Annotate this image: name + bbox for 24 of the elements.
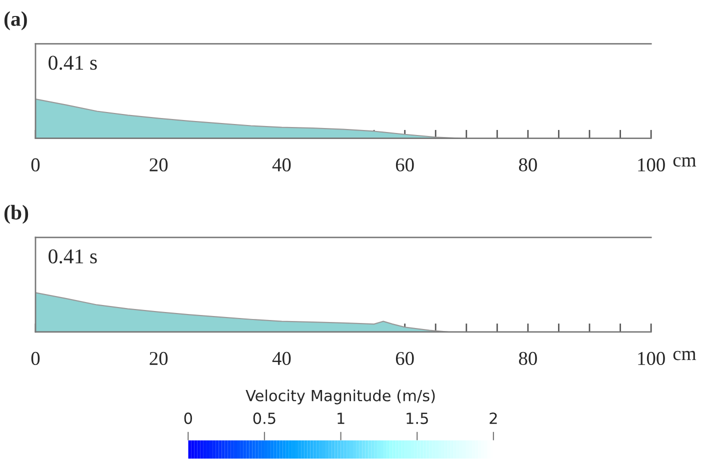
x-axis-title: cm [673, 157, 696, 167]
chart-title: (b) [4, 204, 28, 224]
x-tick-label: 100 [638, 352, 665, 366]
text: 0.41 s [48, 249, 97, 264]
text: 0.41 s [48, 56, 97, 70]
color-bar-label: 1.5 [406, 412, 428, 424]
color-bar-label: 1 [338, 412, 344, 424]
chart-title: (a) [4, 11, 27, 30]
x-tick-label: 20 [150, 352, 168, 366]
color-bar-label: 2 [490, 412, 497, 424]
x-tick-label: 80 [518, 158, 537, 172]
x-tick-label: 60 [396, 352, 414, 366]
x-tick-label: 40 [272, 352, 291, 366]
x-axis-title: cm [673, 350, 696, 360]
x-tick-label: 20 [150, 158, 168, 172]
color-bar-title: Velocity Magnitude (m/s) [246, 390, 435, 404]
x-tick-label: 60 [396, 158, 414, 172]
color-bar-label: 0.5 [253, 412, 276, 424]
x-tick-label: 0 [31, 352, 40, 366]
color-bar-label: 0 [184, 412, 192, 424]
x-tick-label: 0 [31, 158, 40, 172]
x-tick-label: 100 [638, 158, 665, 172]
x-tick-label: 40 [272, 158, 291, 172]
x-tick-label: 80 [518, 352, 537, 366]
